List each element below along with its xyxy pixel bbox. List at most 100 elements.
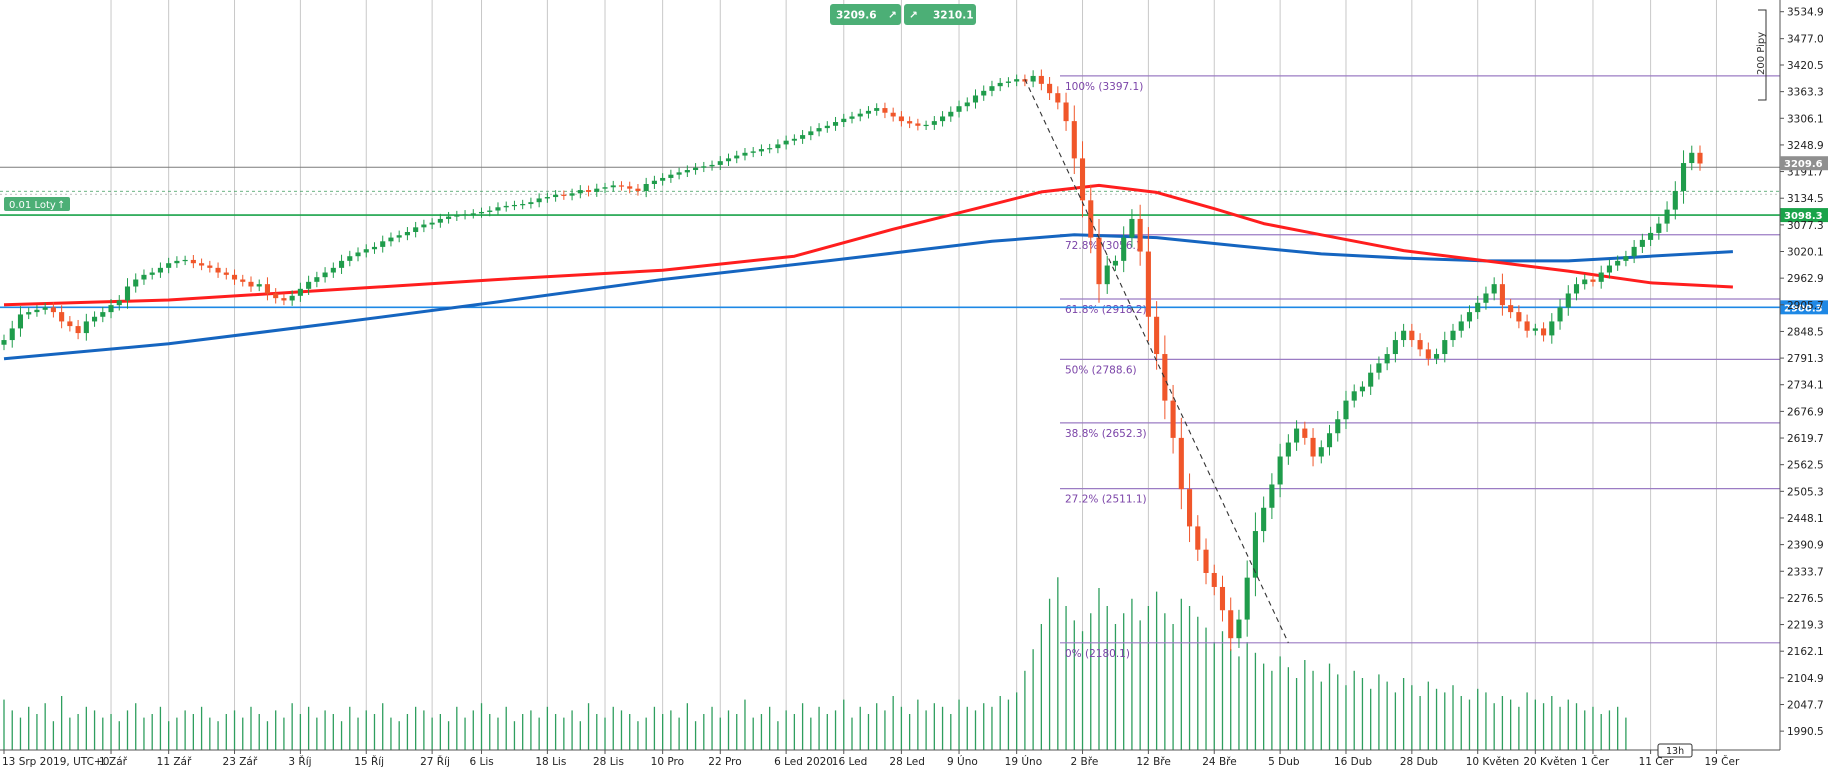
timeframe-marker[interactable]: 13h bbox=[1657, 743, 1693, 758]
price-tick-label: 2905.7 bbox=[1787, 300, 1824, 312]
candle bbox=[989, 80, 995, 97]
candle-body bbox=[1030, 75, 1036, 82]
time-tick-label: 9 Úno bbox=[947, 755, 978, 768]
candle-body bbox=[182, 259, 188, 262]
candle bbox=[553, 190, 559, 202]
candle-body bbox=[857, 113, 863, 117]
price-level-label: 3098.3 bbox=[1784, 211, 1823, 222]
candle bbox=[182, 255, 188, 266]
price-level-tag[interactable] bbox=[1780, 300, 1828, 315]
candle-body bbox=[166, 263, 172, 268]
candle-body bbox=[404, 231, 410, 236]
candle bbox=[83, 313, 89, 341]
candle-body bbox=[413, 227, 419, 232]
candle bbox=[750, 147, 756, 158]
candle-body bbox=[1475, 302, 1481, 313]
candle bbox=[1310, 428, 1316, 467]
time-axis[interactable]: 13 Srp 2019, UTC+01 Zář 11 Zář 23 Zář 3 Říj… bbox=[0, 749, 1780, 768]
candle-body bbox=[1211, 572, 1217, 587]
candle-body bbox=[100, 312, 106, 317]
current-price-tag[interactable] bbox=[1780, 156, 1828, 171]
candle-body bbox=[948, 111, 954, 117]
fibonacci-retracement[interactable]: 100% (3397.1)72.8% (3056.)61.8% (2918.2)… bbox=[1060, 75, 1780, 660]
price-level-label: 2900.3 bbox=[1784, 303, 1823, 314]
candle bbox=[1409, 323, 1415, 347]
candle-body bbox=[42, 307, 48, 310]
candle bbox=[487, 206, 493, 217]
candle-body bbox=[907, 121, 913, 124]
candle-body bbox=[1516, 312, 1522, 322]
candle bbox=[9, 320, 15, 348]
candle bbox=[923, 120, 929, 130]
candle-body bbox=[874, 108, 880, 111]
candle-body bbox=[865, 110, 872, 114]
candle bbox=[1392, 331, 1398, 363]
candle bbox=[981, 85, 987, 101]
candle bbox=[67, 316, 73, 332]
candle bbox=[742, 148, 748, 161]
time-tick-label: 23 Zář bbox=[223, 756, 258, 768]
candle-body bbox=[322, 272, 328, 278]
candle-body bbox=[59, 312, 65, 322]
candle-body bbox=[1038, 75, 1044, 84]
candle-body bbox=[1672, 190, 1678, 210]
candle-body bbox=[890, 112, 896, 117]
price-tick-label: 2162.1 bbox=[1787, 646, 1824, 658]
candle bbox=[248, 276, 254, 292]
bid-price: 3209.6 bbox=[836, 10, 877, 22]
candle bbox=[1384, 347, 1390, 371]
candle-body bbox=[190, 259, 196, 264]
candle bbox=[857, 108, 863, 122]
ask-button[interactable]: ↗ 3210.1 bbox=[904, 4, 976, 25]
candle-body bbox=[1154, 316, 1160, 355]
time-tick-label: 5 Dub bbox=[1268, 756, 1300, 768]
candle bbox=[50, 302, 56, 318]
candle-body bbox=[1121, 237, 1127, 261]
candle bbox=[59, 305, 65, 329]
candle-body bbox=[643, 184, 649, 191]
trend-line[interactable] bbox=[1024, 78, 1289, 644]
candle-body bbox=[116, 300, 122, 306]
candle bbox=[1433, 348, 1440, 365]
candle-body bbox=[1376, 363, 1382, 373]
candle-body bbox=[1351, 391, 1357, 401]
candle-body bbox=[1162, 354, 1168, 401]
candle-body bbox=[207, 265, 213, 268]
candle-body bbox=[1508, 305, 1514, 313]
price-levels[interactable]: 3098.3 2900.3 bbox=[0, 166, 1828, 315]
price-tick-label: 2791.3 bbox=[1787, 353, 1824, 365]
candle-body bbox=[684, 170, 690, 173]
candle bbox=[454, 210, 460, 221]
candle bbox=[1516, 305, 1522, 329]
current-price-label: 3209.6 bbox=[1784, 159, 1823, 170]
candle bbox=[1573, 277, 1580, 301]
candle-body bbox=[898, 116, 904, 122]
grid bbox=[110, 0, 1717, 750]
bid-button[interactable]: 3209.6 ↗ bbox=[830, 4, 901, 25]
candle-body bbox=[264, 284, 271, 294]
candle bbox=[34, 305, 40, 317]
candle-body bbox=[511, 204, 517, 207]
candle bbox=[1664, 201, 1670, 232]
candle bbox=[297, 282, 303, 302]
dashed-trend-line[interactable] bbox=[1024, 78, 1289, 644]
fib-label: 100% (3397.1) bbox=[1065, 81, 1143, 93]
lots-button[interactable]: 0.01 Loty ↑ bbox=[4, 197, 70, 211]
candle bbox=[1648, 226, 1654, 247]
candle bbox=[1178, 417, 1184, 510]
price-axis[interactable]: 3534.93477.03420.53363.33306.13248.93191… bbox=[1779, 0, 1828, 750]
candle-body bbox=[882, 108, 888, 113]
candle-body bbox=[758, 149, 764, 152]
candle-body bbox=[1302, 428, 1308, 438]
candle-body bbox=[231, 274, 238, 280]
candle bbox=[734, 150, 740, 164]
candle bbox=[1582, 274, 1588, 290]
candle-body bbox=[668, 174, 674, 178]
candle bbox=[890, 107, 896, 122]
price-tick-label: 2619.7 bbox=[1787, 433, 1824, 445]
candle-body bbox=[1285, 442, 1291, 457]
time-tick-label: 12 Bře bbox=[1136, 756, 1170, 768]
price-level-tag[interactable] bbox=[1780, 208, 1828, 223]
